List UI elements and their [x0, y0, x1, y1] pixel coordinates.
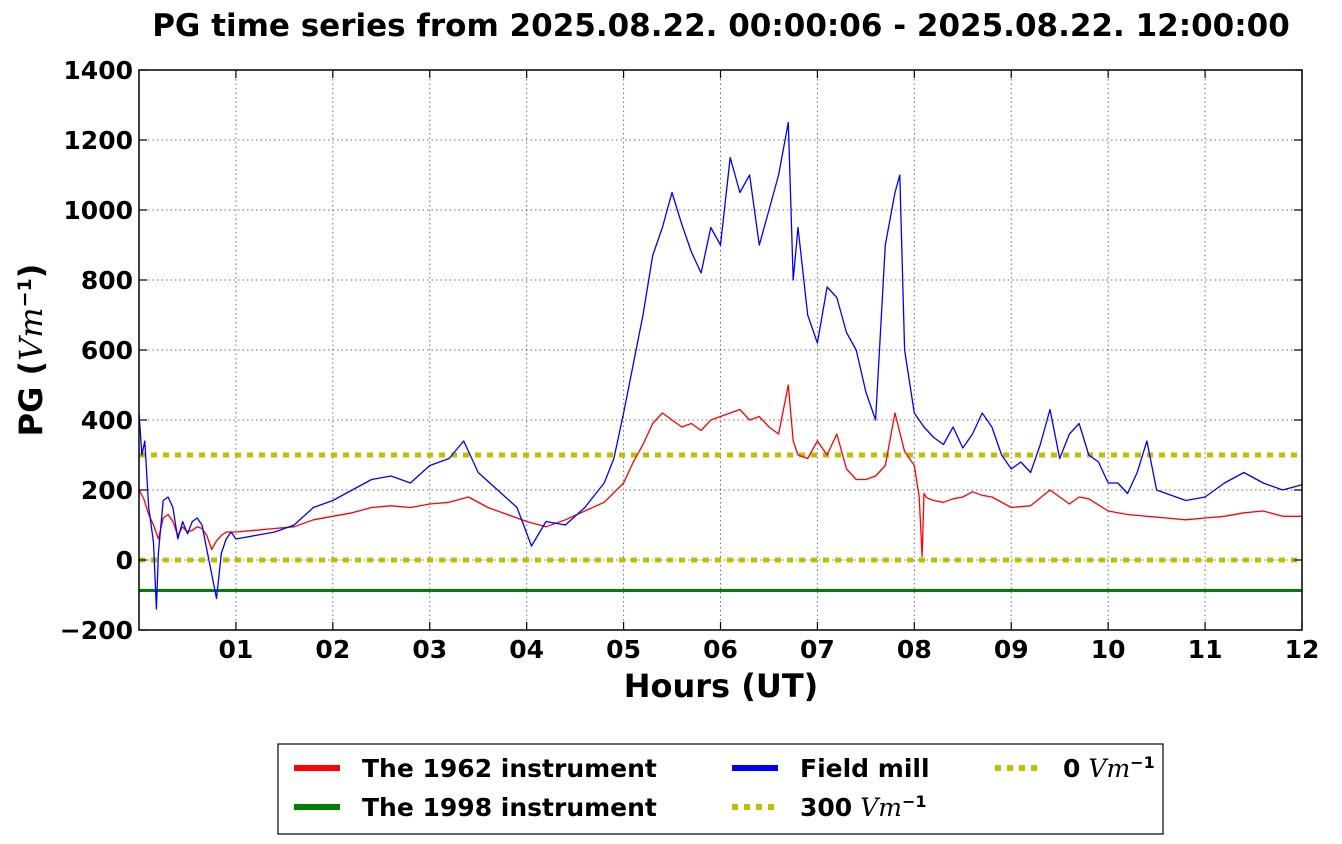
chart-title: PG time series from 2025.08.22. 00:00:06… — [152, 8, 1290, 44]
series-layer — [138, 121, 1303, 610]
x-axis-label: Hours (UT) — [624, 667, 819, 705]
legend: The 1962 instrument The 1998 instrument … — [277, 743, 1164, 835]
x-tick-label: 01 — [219, 635, 254, 664]
legend-label-0-value: 0 — [1063, 754, 1080, 783]
y-axis-label-math: Vm — [12, 307, 50, 360]
x-tick-label: 05 — [606, 635, 641, 664]
y-tick-labels: −200 0 200 400 600 800 1000 1200 1400 — [60, 56, 133, 645]
grid-layer — [139, 69, 1303, 631]
x-tick-label: 04 — [509, 635, 544, 664]
legend-label-1998: The 1998 instrument — [362, 793, 657, 822]
x-tick-label: 09 — [994, 635, 1029, 664]
legend-frame — [277, 743, 1164, 835]
x-tick-labels: 01 02 03 04 05 06 07 08 09 10 11 12 — [219, 635, 1320, 664]
y-tick-label: 800 — [81, 266, 133, 295]
x-tick-label: 02 — [315, 635, 350, 664]
y-tick-label: 600 — [81, 336, 133, 365]
series-line-0 — [138, 384, 1302, 558]
legend-label-300: 300 Vm−1 — [800, 792, 927, 823]
legend-label-300-value: 300 — [800, 793, 852, 822]
x-tick-label: 12 — [1285, 635, 1320, 664]
tick-marks — [139, 69, 1303, 631]
y-tick-label: 400 — [81, 406, 133, 435]
legend-label-0: 0 Vm−1 — [1063, 753, 1155, 784]
y-tick-label: 1200 — [63, 126, 133, 155]
legend-label-field-mill: Field mill — [800, 754, 930, 783]
series-line-2 — [138, 121, 1303, 610]
x-tick-label: 06 — [703, 635, 738, 664]
y-axis-label-prefix: PG ( — [12, 361, 50, 436]
legend-label-1962: The 1962 instrument — [362, 754, 657, 783]
legend-label-0-math: Vm — [1088, 754, 1130, 783]
legend-label-0-exponent: −1 — [1130, 753, 1155, 772]
y-tick-label: 1400 — [63, 56, 133, 85]
y-tick-label: 1000 — [63, 196, 133, 225]
legend-label-300-math: Vm — [860, 793, 902, 822]
y-tick-label: −200 — [60, 616, 133, 645]
x-tick-label: 11 — [1188, 635, 1223, 664]
legend-label-300-exponent: −1 — [902, 792, 927, 811]
y-axis-label: PG (Vm−1) — [12, 264, 50, 437]
x-tick-label: 08 — [897, 635, 932, 664]
y-tick-label: 200 — [81, 476, 133, 505]
x-tick-label: 07 — [800, 635, 835, 664]
y-axis-label-suffix: ) — [12, 264, 50, 279]
y-tick-label: 0 — [116, 546, 133, 575]
x-tick-label: 10 — [1091, 635, 1126, 664]
y-axis-label-exponent: −1 — [14, 278, 36, 307]
x-tick-label: 03 — [412, 635, 447, 664]
